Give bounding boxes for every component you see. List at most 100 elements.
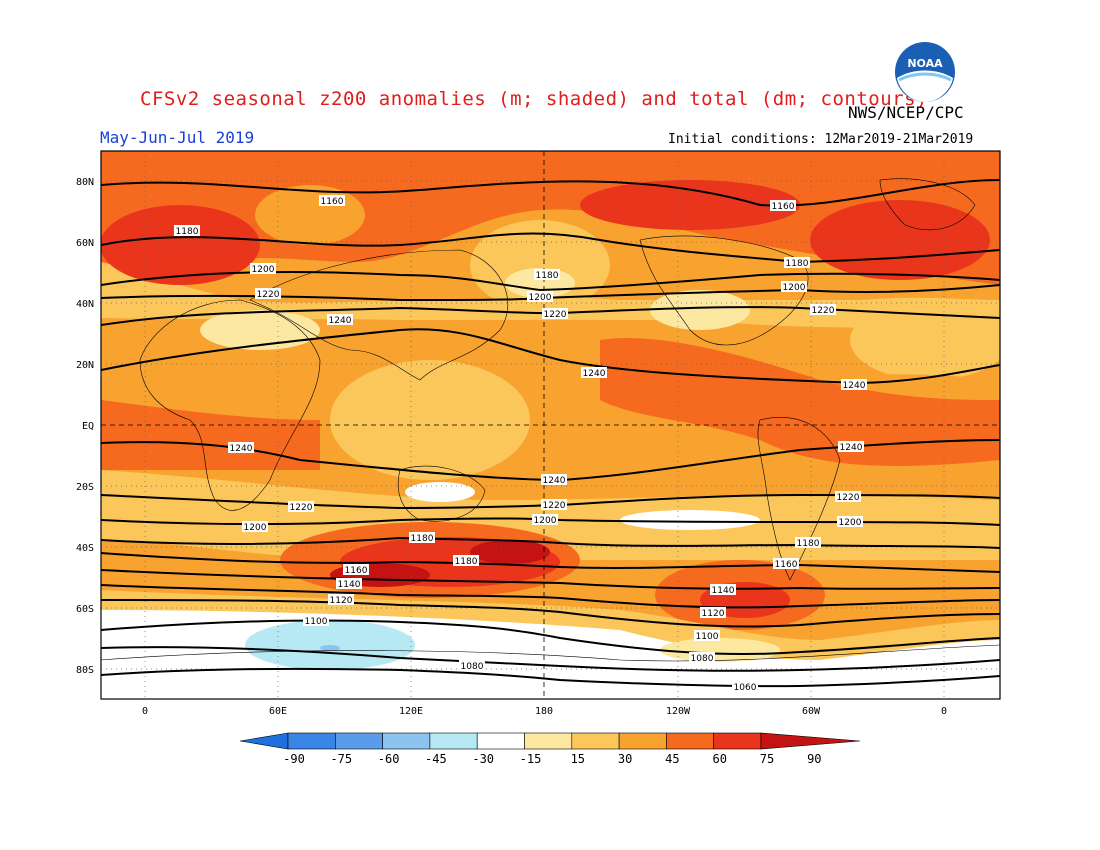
svg-text:1200: 1200 (244, 523, 267, 533)
colorbar-swatch (618, 732, 667, 750)
contour-label: 1220 (835, 491, 861, 503)
shade-siberia-dip (255, 185, 365, 245)
svg-text:1220: 1220 (544, 310, 567, 320)
shade-bering-peak (580, 180, 800, 230)
svg-text:1160: 1160 (772, 202, 795, 212)
svg-text:1100: 1100 (696, 632, 719, 642)
contour-label: 1220 (542, 308, 568, 320)
lat-label-60n: 60N (76, 238, 94, 249)
svg-text:1180: 1180 (786, 259, 809, 269)
contour-label: 1200 (250, 263, 276, 275)
colorbar-label: -90 (283, 752, 305, 766)
colorbar-label: -15 (520, 752, 542, 766)
lat-label-60s: 60S (76, 604, 94, 615)
svg-text:1180: 1180 (411, 534, 434, 544)
australia-outline (397, 465, 486, 522)
contour-label: 1240 (838, 441, 864, 453)
colorbar-label: 75 (760, 752, 774, 766)
contour-label: 1220 (288, 501, 314, 513)
colorbar-label: -30 (472, 752, 494, 766)
svg-text:1160: 1160 (775, 560, 798, 570)
colorbar-swatch (571, 732, 620, 750)
contour-label: 1220 (255, 288, 281, 300)
contour-label: 1240 (228, 442, 254, 454)
svg-text:1200: 1200 (839, 518, 862, 528)
svg-text:1200: 1200 (783, 283, 806, 293)
lon-label-180: 180 (535, 706, 553, 717)
svg-text:1140: 1140 (712, 586, 735, 596)
contour-label: 1180 (795, 537, 821, 549)
contour-label: 1160 (319, 195, 345, 207)
colorbar-swatch (334, 732, 383, 750)
svg-text:1220: 1220 (837, 493, 860, 503)
svg-text:1220: 1220 (257, 290, 280, 300)
north-america-outline (639, 235, 809, 346)
shade-north-atlantic-peak (101, 205, 260, 285)
africa-outline (139, 299, 321, 511)
svg-text:1200: 1200 (252, 265, 275, 275)
lon-label-60w: 60W (802, 706, 821, 717)
contour-label: 1160 (773, 558, 799, 570)
svg-text:1140: 1140 (338, 580, 361, 590)
contour-label: 1240 (327, 314, 353, 326)
colorbar-swatch (524, 732, 573, 750)
contour-label: 1180 (534, 269, 560, 281)
contour-label: 1180 (409, 532, 435, 544)
contour-label: 1200 (781, 281, 807, 293)
svg-text:1120: 1120 (330, 596, 353, 606)
svg-text:1240: 1240 (543, 476, 566, 486)
contour-label: 1120 (700, 607, 726, 619)
svg-text:1220: 1220 (543, 501, 566, 511)
colorbar-label: 45 (665, 752, 679, 766)
svg-text:1240: 1240 (230, 444, 253, 454)
svg-text:1180: 1180 (797, 539, 820, 549)
lat-label-80n: 80N (76, 177, 94, 188)
contour-label: 1120 (328, 594, 354, 606)
colorbar-swatch (429, 732, 478, 750)
shade-trop-pacific-high (600, 338, 1000, 466)
svg-text:1180: 1180 (176, 227, 199, 237)
colorbar: -90 -75 -60 -45 -30 -15 15 30 45 60 75 90 (239, 732, 861, 766)
shade-indian-ocean (330, 360, 530, 480)
chart-title: CFSv2 seasonal z200 anomalies (m; shaded… (140, 88, 928, 110)
svg-text:1180: 1180 (536, 271, 559, 281)
lat-label-40s: 40S (76, 543, 94, 554)
contour-label: 1180 (784, 257, 810, 269)
contour-label: 1240 (841, 379, 867, 391)
map-frame (100, 150, 1001, 700)
colorbar-label: 30 (618, 752, 632, 766)
greenland-outline (879, 178, 976, 231)
svg-text:1200: 1200 (529, 293, 552, 303)
contour-label: 1200 (242, 521, 268, 533)
contour-label: 1220 (810, 304, 836, 316)
shade-north-high (101, 151, 1000, 285)
contour-label: 1180 (174, 225, 200, 237)
contour-label: 1240 (581, 367, 607, 379)
shade-greenland-peak (810, 200, 990, 280)
svg-text:1220: 1220 (290, 503, 313, 513)
colorbar-label: 15 (571, 752, 585, 766)
colorbar-label: -60 (378, 752, 400, 766)
lon-label-120e: 120E (399, 706, 423, 717)
agency-label: NWS/NCEP/CPC (848, 103, 964, 122)
colorbar-swatch (476, 732, 525, 750)
contour-label: 1140 (710, 584, 736, 596)
svg-text:1120: 1120 (702, 609, 725, 619)
lat-labels: 80N 60N 40N 20N EQ 20S 40S 60S 80S (76, 177, 94, 676)
contour-label: 1160 (343, 564, 369, 576)
noaa-logo-icon: NOAA (895, 42, 955, 102)
contour-label: 1180 (453, 555, 479, 567)
contour-label: 1100 (694, 630, 720, 642)
colorbar-swatch (287, 732, 336, 750)
svg-text:1240: 1240 (329, 316, 352, 326)
svg-text:1240: 1240 (843, 381, 866, 391)
svg-text:1060: 1060 (734, 683, 757, 693)
colorbar-label: 60 (712, 752, 726, 766)
svg-text:1080: 1080 (461, 662, 484, 672)
svg-text:1160: 1160 (321, 197, 344, 207)
svg-text:1240: 1240 (840, 443, 863, 453)
initial-conditions-label: Initial conditions: 12Mar2019-21Mar2019 (668, 132, 974, 147)
svg-text:1220: 1220 (812, 306, 835, 316)
contour-label: 1100 (303, 615, 329, 627)
colorbar-arrow-left (239, 732, 289, 750)
